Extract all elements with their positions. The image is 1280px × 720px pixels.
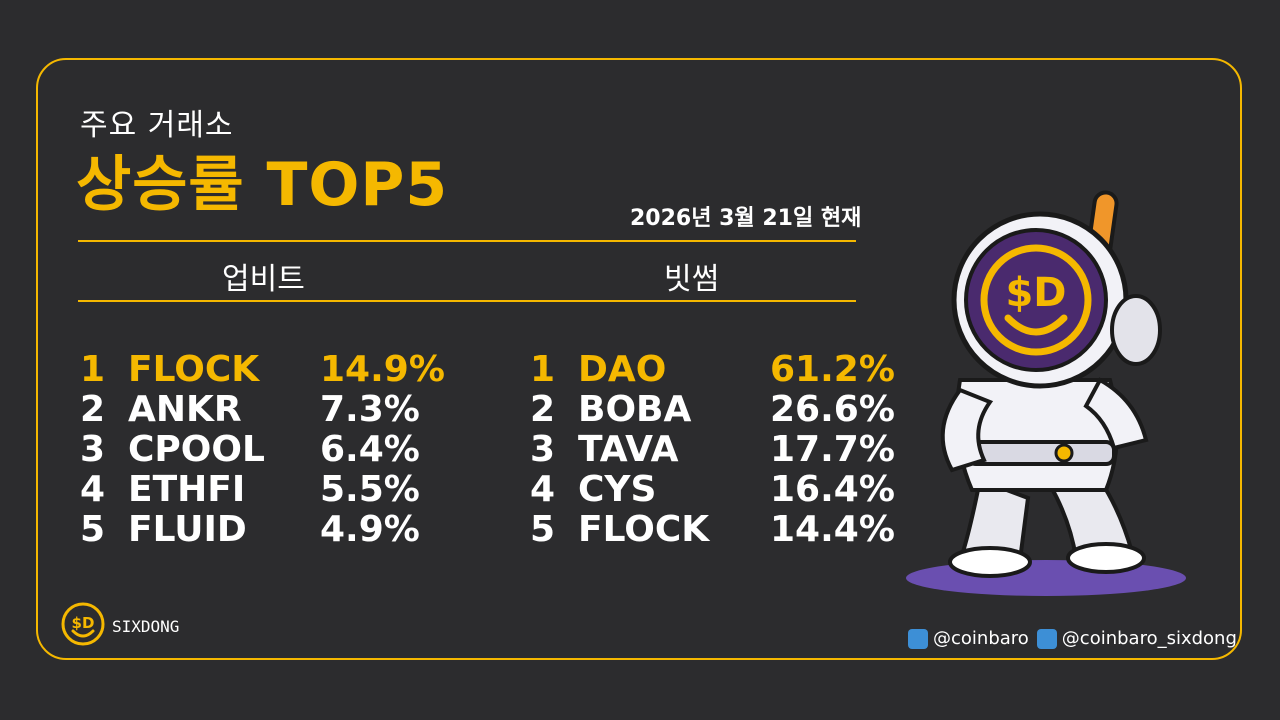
change-percent: 14.9% — [320, 349, 445, 390]
list-item: 4 CYS 16.4% — [530, 469, 895, 510]
header-top-divider — [78, 240, 856, 242]
list-item: 2 ANKR 7.3% — [80, 390, 440, 430]
bithumb-ranking-list: 1 DAO 61.2% 2 BOBA 26.6% 3 TAVA 17.7% 4 … — [530, 349, 895, 550]
coin-symbol: DAO — [578, 349, 667, 390]
change-percent: 14.4% — [770, 509, 895, 550]
change-percent: 6.4% — [320, 429, 420, 470]
list-item: 4 ETHFI 5.5% — [80, 470, 440, 510]
coin-symbol: CYS — [578, 469, 657, 510]
exchange-header-upbit: 업비트 — [222, 262, 305, 297]
change-percent: 17.7% — [770, 429, 895, 470]
list-item: 1 DAO 61.2% — [530, 349, 895, 390]
list-item: 3 CPOOL 6.4% — [80, 430, 440, 470]
twitter-handle[interactable]: @coinbaro — [933, 628, 1029, 649]
list-item: 2 BOBA 26.6% — [530, 389, 895, 430]
rank-number: 2 — [80, 389, 106, 430]
social-links: @coinbaro @coinbaro_sixdong — [908, 628, 1237, 649]
change-percent: 5.5% — [320, 469, 420, 510]
date-label: 2026년 3월 21일 현재 — [630, 206, 862, 231]
twitter-icon — [908, 628, 928, 649]
page-title: 상승률 TOP5 — [76, 150, 449, 220]
upbit-ranking-list: 1 FLOCK 14.9% 2 ANKR 7.3% 3 CPOOL 6.4% 4… — [80, 349, 445, 550]
rank-number: 1 — [80, 349, 106, 390]
coin-symbol: CPOOL — [128, 429, 265, 470]
astronaut-mascot: $D — [906, 190, 1186, 596]
telegram-icon — [1036, 628, 1057, 649]
rank-number: 3 — [80, 429, 106, 470]
sixdong-logo-icon: $D — [61, 602, 105, 646]
list-item: 1 FLOCK 14.9% — [80, 349, 445, 390]
change-percent: 16.4% — [770, 469, 895, 510]
coin-symbol: TAVA — [578, 429, 679, 470]
svg-text:$D: $D — [1005, 270, 1066, 316]
list-item: 5 FLOCK 14.4% — [530, 509, 895, 550]
change-percent: 61.2% — [770, 349, 895, 390]
coin-symbol: FLOCK — [578, 509, 710, 550]
exchange-header-bithumb: 빗썸 — [664, 262, 720, 297]
rank-number: 4 — [530, 469, 556, 510]
rank-number: 5 — [80, 509, 106, 550]
brand-name: SIXDONG — [112, 617, 180, 636]
coin-symbol: FLUID — [128, 509, 247, 550]
coin-symbol: ETHFI — [128, 469, 246, 510]
coin-symbol: BOBA — [578, 389, 692, 430]
rank-number: 3 — [530, 429, 556, 470]
rank-number: 1 — [530, 349, 556, 390]
rank-number: 5 — [530, 509, 556, 550]
rank-number: 4 — [80, 469, 106, 510]
change-percent: 4.9% — [320, 509, 420, 550]
rank-number: 2 — [530, 389, 556, 430]
list-item: 3 TAVA 17.7% — [530, 429, 895, 470]
card-frame — [36, 58, 1242, 660]
coin-symbol: ANKR — [128, 389, 242, 430]
header-bottom-divider — [78, 300, 856, 302]
telegram-handle[interactable]: @coinbaro_sixdong — [1061, 628, 1237, 649]
coin-symbol: FLOCK — [128, 349, 260, 390]
page-subtitle: 주요 거래소 — [80, 108, 234, 143]
logo-mark: $D — [72, 614, 95, 632]
list-item: 5 FLUID 4.9% — [80, 510, 440, 550]
change-percent: 7.3% — [320, 389, 420, 430]
change-percent: 26.6% — [770, 389, 895, 430]
